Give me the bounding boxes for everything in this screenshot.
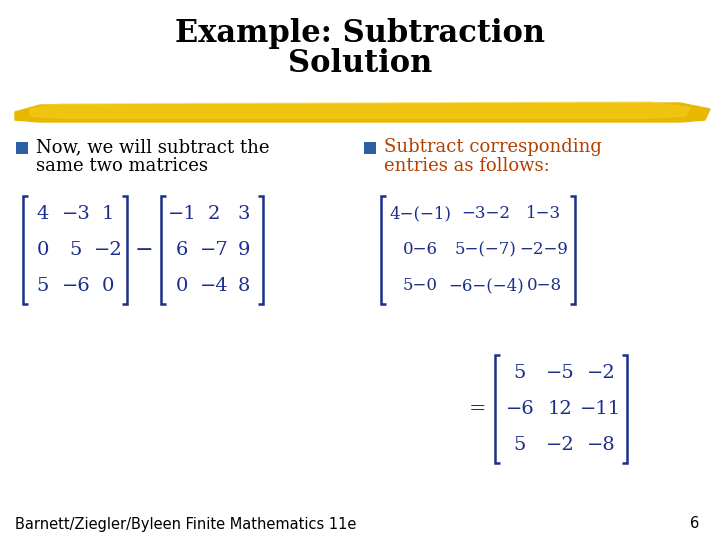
- Text: −2: −2: [94, 241, 122, 259]
- Text: Subtract corresponding: Subtract corresponding: [384, 138, 602, 156]
- Text: 6: 6: [176, 241, 188, 259]
- Text: −3: −3: [62, 205, 91, 223]
- Text: −6: −6: [62, 277, 91, 295]
- Text: 0−6: 0−6: [402, 241, 438, 259]
- Text: 3: 3: [238, 205, 251, 223]
- Text: 0: 0: [37, 241, 49, 259]
- Text: −2−9: −2−9: [520, 241, 568, 259]
- Text: 0−8: 0−8: [526, 278, 562, 294]
- Text: 5: 5: [37, 277, 49, 295]
- Text: Now, we will subtract the: Now, we will subtract the: [36, 138, 269, 156]
- Text: 5: 5: [514, 436, 526, 454]
- Text: =: =: [469, 400, 487, 419]
- Text: −3−2: −3−2: [462, 206, 510, 222]
- Text: −2: −2: [546, 436, 575, 454]
- Text: −: −: [135, 239, 153, 261]
- Text: Barnett/Ziegler/Byleen Finite Mathematics 11e: Barnett/Ziegler/Byleen Finite Mathematic…: [15, 516, 356, 531]
- Text: 5: 5: [514, 364, 526, 382]
- Text: −6−(−4): −6−(−4): [448, 278, 524, 294]
- Text: same two matrices: same two matrices: [36, 157, 208, 175]
- Text: 6: 6: [690, 516, 700, 531]
- Text: 5−0: 5−0: [402, 278, 438, 294]
- Text: 0: 0: [176, 277, 188, 295]
- Text: −2: −2: [587, 364, 616, 382]
- Text: Solution: Solution: [288, 48, 432, 79]
- Text: −5: −5: [546, 364, 575, 382]
- Text: −8: −8: [587, 436, 616, 454]
- Text: −6: −6: [505, 400, 534, 418]
- Text: 4: 4: [37, 205, 49, 223]
- Polygon shape: [15, 103, 710, 122]
- Text: 1−3: 1−3: [526, 206, 562, 222]
- Text: 8: 8: [238, 277, 250, 295]
- Text: −4: −4: [199, 277, 228, 295]
- Text: 5: 5: [70, 241, 82, 259]
- Text: 1: 1: [102, 205, 114, 223]
- Text: 9: 9: [238, 241, 251, 259]
- Text: −11: −11: [580, 400, 621, 418]
- Text: −7: −7: [199, 241, 228, 259]
- Text: entries as follows:: entries as follows:: [384, 157, 550, 175]
- Polygon shape: [30, 102, 690, 118]
- Text: 2: 2: [208, 205, 220, 223]
- Text: 4−(−1): 4−(−1): [389, 206, 451, 222]
- Text: Example: Subtraction: Example: Subtraction: [175, 18, 545, 49]
- Text: 12: 12: [548, 400, 572, 418]
- Text: 0: 0: [102, 277, 114, 295]
- Text: 5−(−7): 5−(−7): [455, 241, 517, 259]
- Text: −1: −1: [168, 205, 197, 223]
